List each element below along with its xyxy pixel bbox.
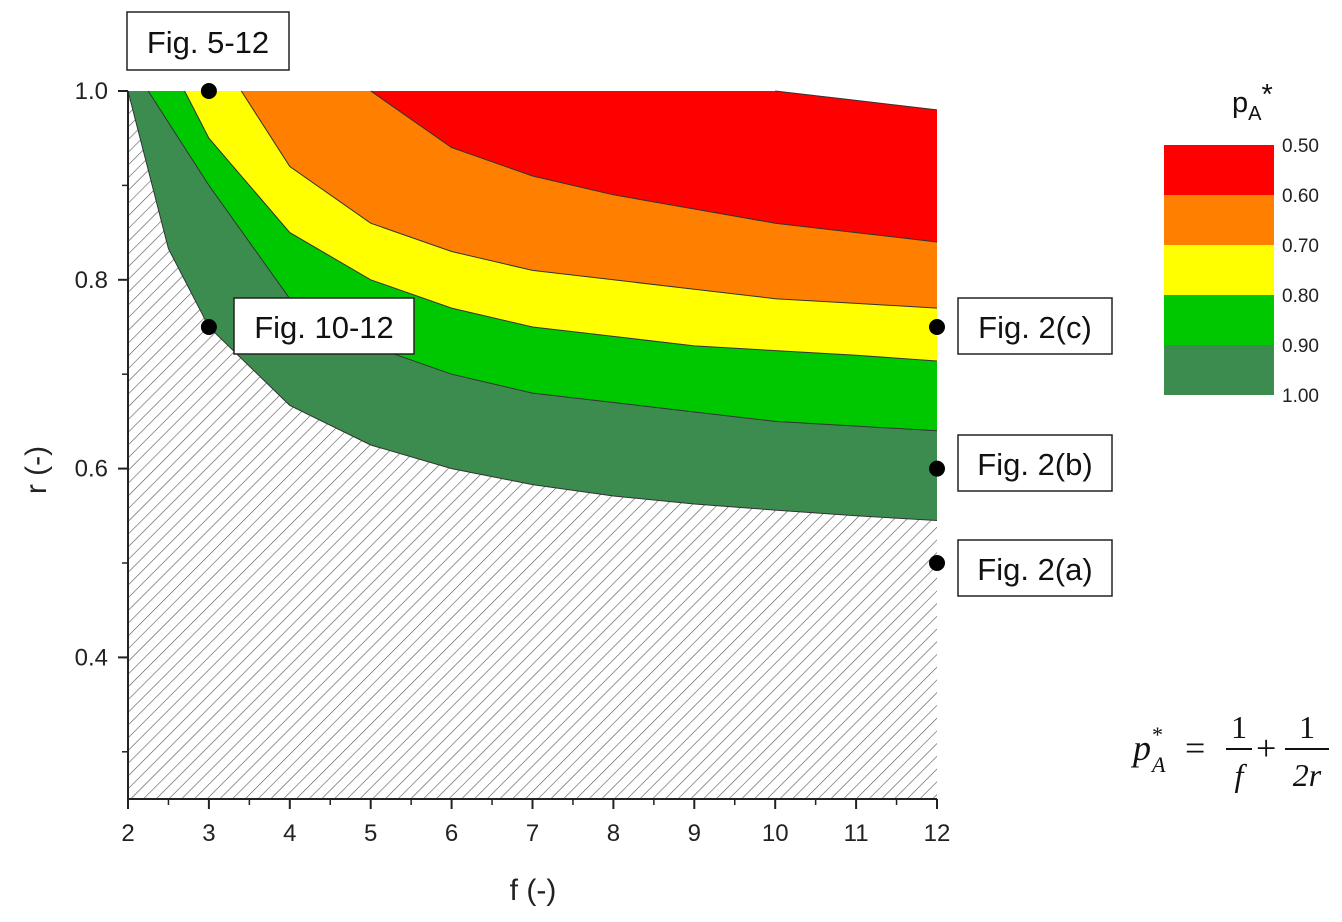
annotation-label: Fig. 2(a) xyxy=(977,552,1092,587)
colorbar-title-sup: * xyxy=(1261,79,1272,111)
region-0.70-0.80 xyxy=(184,91,938,361)
svg-text:p: p xyxy=(1130,728,1151,768)
x-tick-label: 12 xyxy=(924,820,951,847)
colorbar-title-base: p xyxy=(1232,87,1248,119)
svg-text:pA*: pA* xyxy=(1232,79,1273,125)
annotation-point xyxy=(929,460,945,477)
x-tick-label: 11 xyxy=(844,820,869,847)
formula: p * A = 1 f + 1 2r xyxy=(1130,709,1329,793)
annotation-label: Fig. 2(c) xyxy=(978,310,1092,345)
region-hatched-above-1.00 xyxy=(128,91,937,799)
colorbar-swatch xyxy=(1164,195,1274,245)
annotation-point xyxy=(929,555,945,571)
formula-frac1-den: f xyxy=(1235,757,1248,793)
region-0.80-0.90 xyxy=(148,91,937,431)
contour-line-1.00 xyxy=(127,90,938,521)
annotation-point xyxy=(200,319,217,335)
contour-line-0.90 xyxy=(147,90,938,432)
colorbar-tick-label: 0.80 xyxy=(1282,286,1319,307)
annotation-label: Fig. 5-12 xyxy=(147,25,269,60)
colorbar-swatch xyxy=(1164,295,1274,345)
annotation-label: Fig. 2(b) xyxy=(977,447,1092,482)
annotation-point xyxy=(200,83,217,99)
y-tick-label: 1.0 xyxy=(75,78,108,105)
annotation-box xyxy=(126,11,290,71)
y-axis-title: r (-) xyxy=(20,446,53,494)
formula-lhs-sub: A xyxy=(1150,752,1166,777)
y-tick-label: 0.6 xyxy=(75,456,108,483)
formula-plus: + xyxy=(1256,728,1276,768)
x-tick-label: 3 xyxy=(202,820,215,847)
formula-frac2-den: 2r xyxy=(1293,757,1322,793)
y-tick-label: 0.4 xyxy=(75,644,108,671)
contour-line-0.80 xyxy=(184,90,938,362)
colorbar-tick-label: 1.00 xyxy=(1282,386,1319,407)
colorbar-swatch xyxy=(1164,145,1274,195)
colorbar-swatch xyxy=(1164,345,1274,395)
x-tick-label: 10 xyxy=(762,820,789,847)
x-tick-label: 7 xyxy=(526,820,539,847)
contour-regions xyxy=(127,90,938,799)
x-tick-label: 8 xyxy=(607,820,620,847)
formula-frac1-num: 1 xyxy=(1231,709,1247,745)
contour-line-0.70 xyxy=(240,90,938,309)
formula-equals: = xyxy=(1185,728,1205,768)
formula-lhs-sup: * xyxy=(1152,722,1163,747)
annotation-box xyxy=(233,297,415,355)
contour-line-0.60 xyxy=(370,90,938,243)
annotation-box xyxy=(957,434,1113,492)
region-0.90-1.00 xyxy=(128,91,937,521)
formula-lhs-base: p xyxy=(1130,728,1151,768)
colorbar-tick-label: 0.50 xyxy=(1282,136,1319,157)
x-tick-label: 9 xyxy=(688,820,701,847)
annotation-label: Fig. 10-12 xyxy=(254,310,394,345)
x-tick-label: 5 xyxy=(364,820,377,847)
annotation-markers: Fig. 5-12 Fig. 10-12 Fig. 2(c) Fig. 2(b) Fig… xyxy=(126,11,1113,597)
axes: 2 3 4 5 6 7 8 9 10 11 12 0.4 0.6 0.8 1.0 xyxy=(75,78,951,847)
y-tick-label: 0.8 xyxy=(75,267,108,294)
formula-frac2-num: 1 xyxy=(1299,709,1315,745)
colorbar-tick-label: 0.90 xyxy=(1282,336,1319,357)
x-tick-label: 6 xyxy=(445,820,458,847)
x-tick-label: 4 xyxy=(283,820,296,847)
colorbar-tick-label: 0.60 xyxy=(1282,186,1319,207)
region-0.60-0.70 xyxy=(241,91,938,309)
annotation-box xyxy=(957,539,1113,597)
annotation-point xyxy=(929,319,945,335)
colorbar-title-sub: A xyxy=(1248,103,1262,125)
region-0.50-0.60 xyxy=(370,91,937,242)
colorbar-swatch xyxy=(1164,245,1274,295)
contour-line-0.50 xyxy=(775,90,938,111)
x-tick-label: 2 xyxy=(121,820,134,847)
colorbar-title: pA* xyxy=(1232,79,1273,125)
annotation-box xyxy=(957,297,1113,355)
colorbar-tick-label: 0.70 xyxy=(1282,236,1319,257)
colorbar-legend: 0.50 0.60 0.70 0.80 0.90 1.00 xyxy=(1164,136,1319,407)
x-axis-title: f (-) xyxy=(510,874,557,907)
